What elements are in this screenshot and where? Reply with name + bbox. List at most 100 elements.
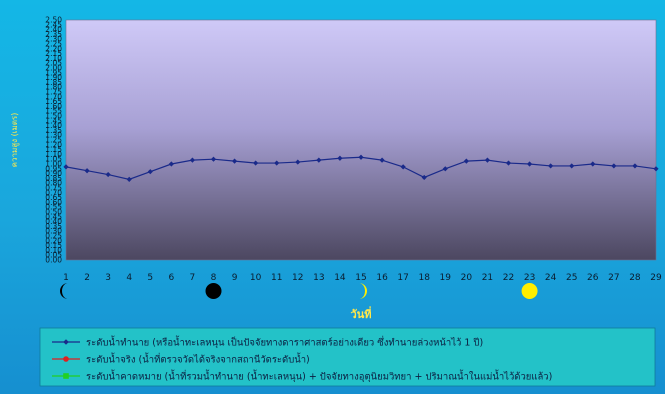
data-point [611, 163, 617, 169]
data-point [295, 159, 301, 165]
legend: ระดับน้ำทำนาย (หรือน้ำทะเลหนุน เป็นปัจจั… [39, 327, 656, 387]
y-tick-label: 0.00 [45, 256, 62, 265]
y-tick-label: 0.40 [45, 217, 62, 226]
x-tick-label: 14 [334, 273, 346, 283]
y-tick-label: 1.65 [45, 97, 62, 106]
data-point [231, 158, 238, 164]
data-point [379, 157, 385, 163]
x-tick-label: 2 [84, 273, 90, 283]
full-moon-icon [521, 283, 538, 299]
y-tick-label: 0.05 [45, 251, 62, 260]
y-tick-label: 1.75 [45, 88, 62, 97]
data-point [337, 155, 343, 161]
y-tick-label: 1.05 [45, 155, 62, 164]
y-tick-label: 1.40 [45, 121, 62, 130]
y-tick-label: 0.70 [45, 188, 62, 197]
x-tick-label: 9 [232, 273, 238, 283]
y-tick-label: 0.80 [45, 179, 62, 188]
legend-item: ระดับน้ำคาดหมาย (น้ำที่รวมน้ำทำนาย (น้ำท… [52, 370, 552, 383]
y-tick-label: 0.85 [45, 174, 62, 183]
x-tick-label: 13 [313, 273, 324, 283]
y-tick-label: 1.15 [45, 145, 62, 154]
x-tick-label: 29 [650, 273, 662, 283]
waning-crescent-icon [60, 283, 68, 299]
y-tick-label: 2.20 [45, 44, 62, 53]
x-tick-label: 6 [168, 273, 174, 283]
y-tick-label: 2.30 [45, 35, 62, 44]
data-point [274, 160, 280, 166]
data-point [632, 163, 638, 169]
y-tick-label: 1.80 [45, 83, 62, 92]
y-tick-label: 2.00 [45, 64, 62, 73]
data-point [484, 157, 491, 163]
x-tick-label: 25 [566, 273, 577, 283]
x-tick-label: 21 [482, 273, 493, 283]
data-point [442, 166, 448, 172]
y-axis-ticks: 0.000.050.100.150.200.250.300.350.400.45… [45, 16, 62, 265]
y-tick-label: 1.10 [45, 150, 62, 159]
legend-item: ระดับน้ำทำนาย (หรือน้ำทะเลหนุน เป็นปัจจั… [52, 336, 483, 349]
y-tick-label: 1.55 [45, 107, 62, 116]
y-axis-label: ความสูง (เมตร) [10, 113, 20, 168]
data-point [526, 161, 533, 167]
x-tick-label: 11 [271, 273, 282, 283]
y-tick-label: 0.25 [45, 232, 62, 241]
x-tick-label: 10 [250, 273, 262, 283]
moon-phase-row [60, 283, 538, 299]
data-point [105, 171, 111, 178]
data-point [400, 164, 406, 170]
y-tick-label: 0.75 [45, 184, 62, 193]
data-point [210, 156, 217, 162]
legend-label: ระดับน้ำทำนาย (หรือน้ำทะเลหนุน เป็นปัจจั… [86, 336, 483, 349]
x-tick-label: 12 [292, 273, 303, 283]
x-tick-label: 23 [524, 273, 535, 283]
data-point [548, 163, 554, 169]
y-tick-label: 0.45 [45, 212, 62, 221]
data-point [84, 168, 90, 174]
y-tick-label: 2.50 [45, 16, 62, 25]
y-tick-label: 1.25 [45, 136, 62, 145]
y-tick-label: 2.40 [45, 25, 62, 34]
data-point [653, 166, 659, 172]
data-point [168, 161, 174, 167]
y-tick-label: 1.70 [45, 92, 62, 101]
y-tick-label: 1.50 [45, 112, 62, 121]
x-tick-label: 4 [126, 273, 132, 283]
y-tick-label: 1.95 [45, 68, 62, 77]
y-tick-label: 0.20 [45, 236, 62, 245]
y-tick-label: 1.20 [45, 140, 62, 149]
x-tick-label: 18 [418, 273, 430, 283]
y-tick-label: 0.90 [45, 169, 62, 178]
first-quarter-icon [359, 283, 367, 299]
x-tick-label: 27 [608, 273, 619, 283]
data-point [590, 161, 596, 167]
y-tick-label: 0.55 [45, 203, 62, 212]
data-point [147, 169, 153, 175]
x-tick-label: 22 [503, 273, 514, 283]
y-tick-label: 1.60 [45, 102, 62, 111]
data-point [63, 164, 69, 170]
y-tick-label: 0.60 [45, 198, 62, 207]
y-tick-label: 1.00 [45, 160, 62, 169]
data-point [463, 158, 469, 164]
legend-label: ระดับน้ำคาดหมาย (น้ำที่รวมน้ำทำนาย (น้ำท… [86, 370, 552, 383]
y-tick-label: 2.10 [45, 54, 62, 63]
y-tick-label: 1.85 [45, 78, 62, 87]
x-tick-label: 16 [376, 273, 388, 283]
y-tick-label: 0.95 [45, 164, 62, 173]
data-point [569, 163, 575, 169]
x-tick-label: 8 [211, 273, 217, 283]
legend-item: ระดับน้ำจริง (น้ำที่ตรวจวัดได้จริงจากสถา… [52, 353, 310, 366]
y-tick-label: 0.35 [45, 222, 62, 231]
x-tick-label: 3 [105, 273, 111, 283]
y-tick-label: 0.10 [45, 246, 62, 255]
y-tick-label: 1.90 [45, 73, 62, 82]
legend-box [39, 327, 656, 387]
y-tick-label: 2.05 [45, 59, 62, 68]
data-point [316, 157, 322, 163]
x-tick-label: 1 [63, 273, 69, 283]
new-moon-icon [205, 283, 222, 299]
x-axis-label: วันที่ [351, 306, 372, 321]
y-tick-label: 0.15 [45, 241, 62, 250]
